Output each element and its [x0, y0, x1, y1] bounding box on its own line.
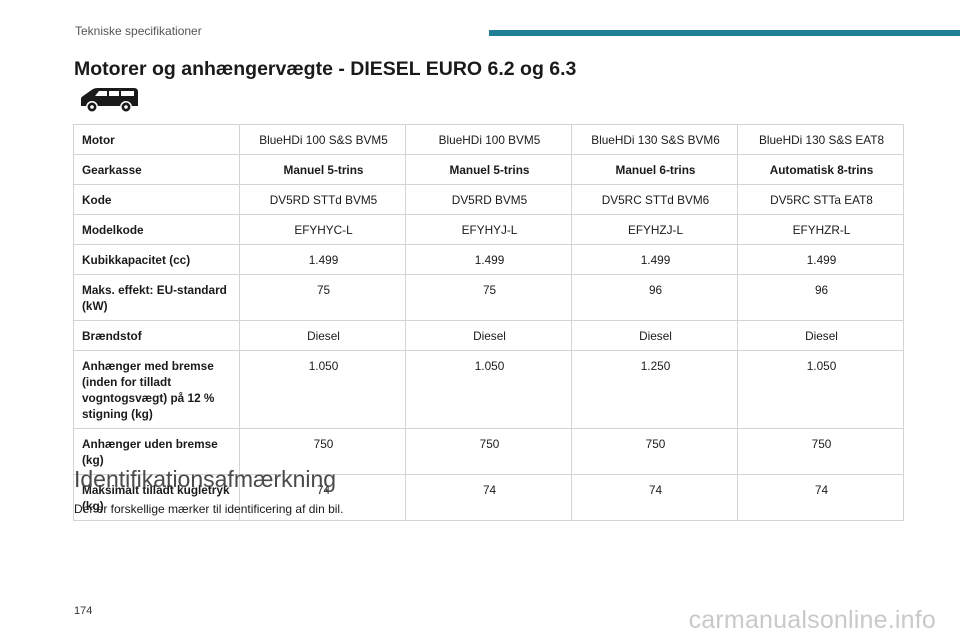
identification-title: Identifikationsafmærkning: [74, 466, 337, 492]
table-cell: BlueHDi 130 S&S EAT8: [737, 124, 904, 155]
table-cell: Diesel: [737, 320, 904, 351]
table-row: Modelkode EFYHYC-L EFYHYJ-L EFYHZJ-L EFYHZR-…: [73, 214, 904, 245]
section-title: Motorer og anhængervægte - DIESEL EURO 6…: [74, 58, 577, 80]
row-label: Anhænger uden bremse (kg): [73, 428, 240, 475]
table-cell: 750: [239, 428, 406, 475]
table-cell: Manuel 5-trins: [405, 154, 572, 185]
table-cell: Diesel: [571, 320, 738, 351]
table-cell: EFYHZJ-L: [571, 214, 738, 245]
table-cell: 74: [571, 474, 738, 521]
table-cell: 96: [571, 274, 738, 321]
table-row: Kubikkapacitet (cc) 1.499 1.499 1.499 1.499: [73, 244, 904, 275]
row-label: Motor: [73, 124, 240, 155]
table-cell: BlueHDi 100 BVM5: [405, 124, 572, 155]
table-cell: 1.499: [405, 244, 572, 275]
header-accent-bar: [489, 30, 960, 36]
table-cell: 74: [239, 474, 406, 521]
table-cell: 1.050: [405, 350, 572, 429]
table-cell: 74: [405, 474, 572, 521]
van-icon: [81, 88, 138, 113]
row-label: Maks. effekt: EU-standard (kW): [73, 274, 240, 321]
table-cell: 1.050: [239, 350, 406, 429]
table-cell: 1.499: [737, 244, 904, 275]
row-label: Kubikkapacitet (cc): [73, 244, 240, 275]
table-cell: 74: [737, 474, 904, 521]
row-label: Anhænger med bremse (inden for tilladt v…: [73, 350, 240, 429]
engine-specs-table: Motor BlueHDi 100 S&S BVM5 BlueHDi 100 BVM…: [73, 124, 904, 521]
table-cell: DV5RC STTd BVM6: [571, 184, 738, 215]
table-row: Maks. effekt: EU-standard (kW) 75 75 96 96: [73, 274, 904, 321]
table-cell: Diesel: [239, 320, 406, 351]
table-cell: 750: [571, 428, 738, 475]
table-cell: 75: [405, 274, 572, 321]
table-row: Kode DV5RD STTd BVM5 DV5RD BVM5 DV5RC STTd …: [73, 184, 904, 215]
table-cell: BlueHDi 130 S&S BVM6: [571, 124, 738, 155]
table-row: Brændstof Diesel Diesel Diesel Diesel: [73, 320, 904, 351]
identification-text: Der er forskellige mærker til identifice…: [74, 502, 344, 516]
row-label: Maksimalt tilladt kugletryk (kg): [73, 474, 240, 521]
table-cell: 75: [239, 274, 406, 321]
row-label: Gearkasse: [73, 154, 240, 185]
row-label: Kode: [73, 184, 240, 215]
table-cell: 1.050: [737, 350, 904, 429]
table-cell: Manuel 5-trins: [239, 154, 406, 185]
table-cell: EFYHYC-L: [239, 214, 406, 245]
table-cell: 1.250: [571, 350, 738, 429]
table-cell: 96: [737, 274, 904, 321]
table-cell: DV5RD STTd BVM5: [239, 184, 406, 215]
running-header: Tekniske specifikationer: [75, 24, 202, 38]
table-cell: EFYHZR-L: [737, 214, 904, 245]
table-cell: Manuel 6-trins: [571, 154, 738, 185]
table-row: Gearkasse Manuel 5-trins Manuel 5-trins Man…: [73, 154, 904, 185]
table-cell: 750: [737, 428, 904, 475]
page-number: 174: [74, 605, 93, 617]
table-cell: 1.499: [239, 244, 406, 275]
table-cell: DV5RC STTa EAT8: [737, 184, 904, 215]
table-cell: BlueHDi 100 S&S BVM5: [239, 124, 406, 155]
row-label: Modelkode: [73, 214, 240, 245]
row-label: Brændstof: [73, 320, 240, 351]
table-cell: DV5RD BVM5: [405, 184, 572, 215]
table-cell: 1.499: [571, 244, 738, 275]
table-row: Motor BlueHDi 100 S&S BVM5 BlueHDi 100 BVM…: [73, 124, 904, 155]
watermark: carmanualsonline.info: [688, 606, 936, 634]
table-row: Anhænger uden bremse (kg) 750 750 750 750: [73, 428, 904, 475]
table-cell: 750: [405, 428, 572, 475]
table-cell: Diesel: [405, 320, 572, 351]
table-row: Anhænger med bremse (inden for tilladt v…: [73, 350, 904, 429]
table-row: Maksimalt tilladt kugletryk (kg) 74 74 74 74: [73, 474, 904, 521]
table-cell: Automatisk 8-trins: [737, 154, 904, 185]
table-cell: EFYHYJ-L: [405, 214, 572, 245]
